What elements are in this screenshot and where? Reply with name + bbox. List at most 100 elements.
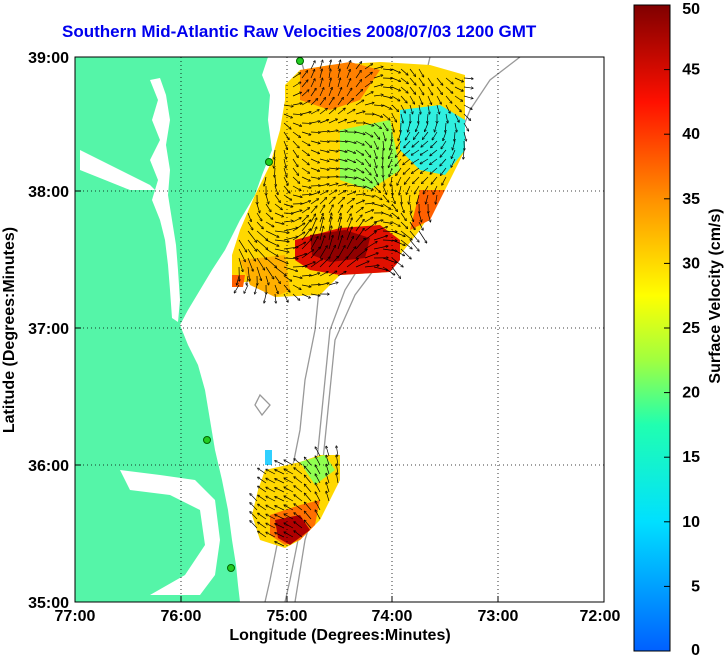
velocity-arrow [409, 212, 413, 221]
station-marker [227, 564, 235, 572]
velocity-arrow [418, 77, 424, 85]
colorbar-tick-label: 20 [682, 385, 700, 402]
colorbar-tick-label: 50 [682, 1, 700, 18]
velocity-arrow [382, 113, 390, 120]
velocity-arrow [319, 184, 329, 187]
velocity-arrow [283, 293, 288, 302]
velocity-arrow [463, 87, 473, 88]
velocity-arrow [326, 446, 330, 457]
velocity-arrow [304, 484, 312, 493]
velocity-arrow [391, 68, 400, 73]
velocity-arrow [256, 248, 267, 259]
velocity-arrow [319, 214, 323, 223]
tick-marks [75, 190, 499, 602]
velocity-arrow [328, 60, 331, 70]
colorbar-tick-label: 0 [691, 642, 700, 659]
colorbar-ticks: 0 5 10 15 20 25 30 35 40 45 50 [664, 1, 700, 659]
velocity-arrow [454, 113, 459, 122]
velocity-arrow [355, 149, 363, 155]
velocity-arrow [391, 212, 399, 219]
velocity-arrow [256, 257, 264, 270]
velocity-arrow [328, 217, 332, 232]
velocity-arrow [355, 249, 367, 259]
velocity-arrow [247, 230, 257, 242]
velocity-arrow [292, 223, 305, 232]
velocity-arrow [310, 199, 318, 205]
velocity-arrow [328, 69, 331, 79]
velocity-arrow [391, 122, 394, 132]
velocity-arrow [266, 496, 276, 502]
velocity-arrow [328, 236, 333, 250]
velocity-arrow [364, 231, 376, 241]
velocity-arrow [326, 473, 330, 484]
velocity-arrow [301, 284, 311, 287]
velocity-arrow [274, 185, 278, 194]
velocity-arrow [328, 97, 334, 106]
velocity-arrow [294, 522, 303, 529]
velocity-arrow [403, 167, 411, 174]
velocity-arrow [364, 176, 372, 183]
velocity-arrow [266, 505, 276, 511]
velocity-arrow [411, 158, 420, 164]
velocity-arrow [391, 203, 397, 211]
velocity-arrow [247, 239, 257, 251]
velocity-arrow [445, 113, 448, 123]
radar-stations [203, 57, 304, 572]
velocity-arrow [292, 122, 301, 126]
velocity-arrow [328, 119, 337, 124]
velocity-arrow [355, 100, 364, 106]
velocity-arrow [328, 78, 331, 88]
velocity-arrow [294, 486, 303, 493]
velocity-arrow [337, 191, 346, 196]
y-tick-label: 36:00 [28, 458, 69, 475]
x-tick-label: 77:00 [55, 608, 96, 625]
velocity-arrow [463, 122, 468, 131]
velocity-arrow [373, 149, 377, 159]
velocity-arrow [409, 230, 419, 242]
velocity-arrow [301, 194, 311, 195]
velocity-arrow [463, 104, 472, 109]
velocity-arrow [382, 87, 392, 88]
velocity-arrow [337, 141, 347, 142]
velocity-arrow [319, 205, 325, 214]
velocity-arrow [337, 69, 340, 79]
velocity-arrow [310, 218, 317, 232]
velocity-arrow [283, 140, 287, 149]
velocity-arrow [274, 230, 289, 233]
velocity-arrow [418, 104, 421, 114]
plot-frame [74, 56, 605, 603]
velocity-arrow [328, 257, 338, 268]
velocity-arrow [364, 64, 372, 70]
velocity-arrow [405, 131, 411, 140]
velocity-arrow [264, 176, 267, 186]
velocity-arrow [265, 212, 273, 219]
velocity-arrow [373, 131, 380, 139]
velocity-arrow [283, 167, 287, 177]
colorbar-tick-label: 30 [682, 255, 700, 272]
velocity-arrow [274, 221, 284, 224]
velocity-arrow [275, 479, 285, 484]
velocity-arrow [382, 69, 392, 70]
velocity-arrow [258, 522, 267, 529]
velocity-arrow [292, 266, 307, 267]
velocity-arrow [247, 257, 253, 271]
velocity-arrow [445, 95, 452, 103]
velocity-arrow [355, 140, 364, 145]
velocity-arrow [431, 176, 438, 184]
velocity-arrow [275, 524, 285, 529]
velocity-arrow [346, 218, 352, 232]
velocity-arrow [301, 275, 311, 276]
velocity-arrow [275, 497, 285, 502]
velocity-arrow [373, 67, 383, 70]
velocity-arrow [373, 122, 381, 128]
velocity-arrow [410, 203, 411, 213]
sound-waters [120, 470, 220, 595]
velocity-arrow [292, 176, 300, 183]
velocity-arrow [436, 95, 441, 104]
velocity-arrow [396, 167, 402, 175]
velocity-arrow [463, 95, 473, 98]
velocity-arrow [284, 523, 294, 529]
velocity-arrow [315, 465, 321, 475]
velocity-arrow [301, 158, 309, 165]
velocity-arrow [274, 212, 283, 217]
